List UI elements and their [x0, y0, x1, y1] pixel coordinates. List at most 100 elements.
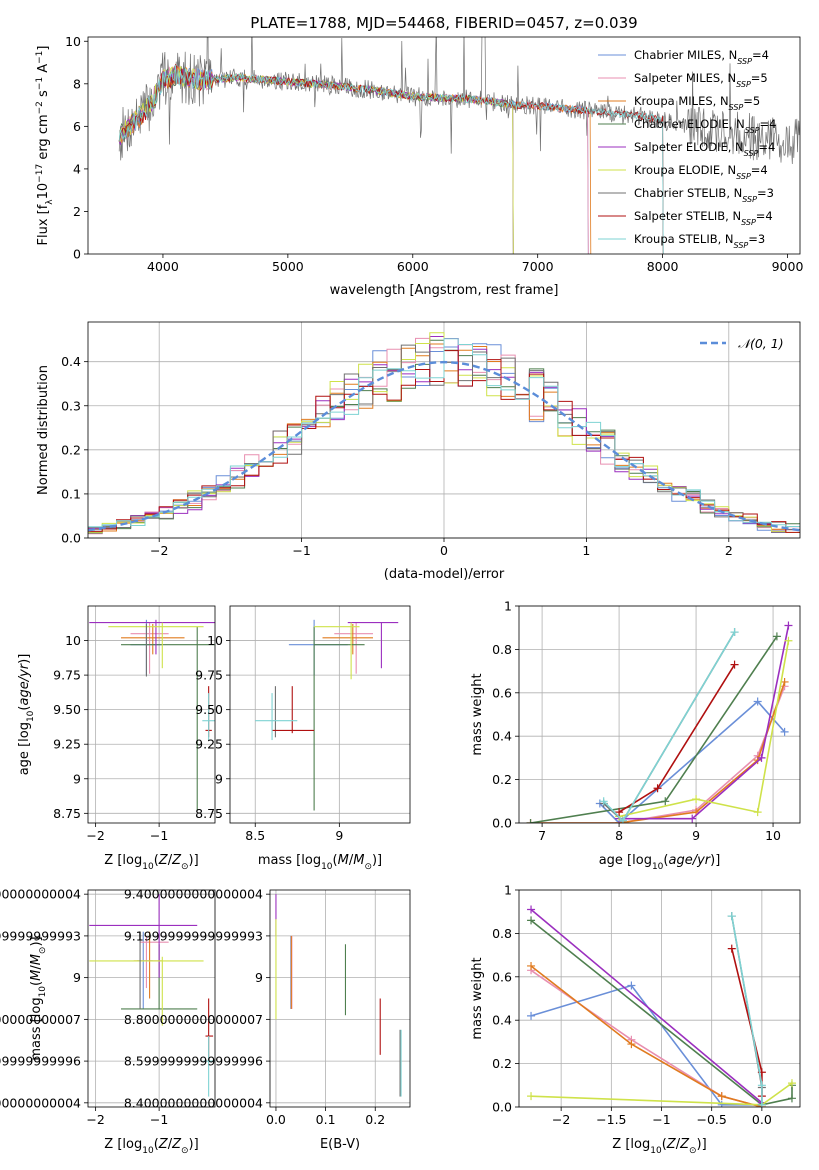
legend-label: Kroupa ELODIE, NSSP=4 — [634, 163, 768, 181]
series-marker — [772, 632, 781, 641]
label-part: / — [168, 853, 173, 868]
series-marker — [526, 819, 535, 823]
series-line — [530, 969, 763, 1107]
label-part: Flux [f — [36, 204, 51, 245]
y-tick-label: 2 — [73, 204, 81, 219]
series-marker — [688, 814, 697, 823]
axes-frame — [87, 321, 801, 539]
label-part: ( — [333, 853, 338, 868]
label-part: ⊙ — [364, 862, 372, 872]
plot-area — [275, 894, 402, 1097]
x-tick-label: 8 — [615, 828, 623, 843]
series-marker — [727, 944, 736, 953]
y-tick-label: 9 — [255, 970, 263, 985]
x-tick-label: 2 — [725, 543, 733, 558]
y-tick-label: 9 — [215, 771, 223, 786]
legend-label: Chabrier ELODIE, NSSP=4 — [634, 117, 776, 135]
label-part: Z [ — [104, 1137, 122, 1152]
label-part: age/yr — [17, 662, 32, 705]
y-tick-label: 9.1999999999999993 — [124, 928, 263, 943]
y-tick-label: 0.0 — [61, 531, 81, 546]
x-tick-label: −0.5 — [697, 1112, 727, 1127]
legend-sub: SSP — [736, 172, 751, 181]
label-part: 10 — [38, 986, 48, 998]
label-part: / — [676, 1137, 681, 1152]
label-part: ( — [663, 853, 668, 868]
series-marker — [527, 905, 536, 914]
label-part: 10 — [652, 862, 664, 872]
label-part: )] — [29, 936, 44, 946]
plot-area — [255, 619, 399, 811]
legend-label: Chabrier MILES, NSSP=4 — [634, 48, 769, 66]
series-line — [530, 635, 778, 823]
label-part: age/yr — [668, 853, 711, 868]
axes-frame — [87, 36, 801, 255]
y-axis-label: mass weight — [470, 673, 485, 755]
label-part: log — [632, 853, 652, 868]
y-tick-label: 4 — [73, 161, 81, 176]
spectrum-data-line — [118, 37, 800, 165]
spectrum-legend: Chabrier MILES, NSSP=4 Salpeter MILES, NS… — [598, 48, 776, 250]
spectrum-model-line — [118, 64, 664, 254]
y-tick-label: 0.4 — [492, 729, 512, 744]
x-tick-label: −1 — [150, 828, 168, 843]
label-part: )] — [17, 654, 32, 664]
label-part: A — [36, 64, 51, 77]
series-marker — [727, 912, 736, 921]
legend-label: Chabrier STELIB, NSSP=3 — [634, 186, 774, 204]
label-part: Z [ — [104, 853, 122, 868]
legend-text: Chabrier STELIB, N — [634, 186, 742, 200]
x-tick-label: 6000 — [397, 259, 429, 274]
y-tick-label: 9.75 — [195, 668, 223, 683]
axes-frame — [87, 605, 216, 824]
series-marker — [527, 961, 536, 970]
y-tick-label: 10 — [65, 34, 81, 49]
label-part: ] — [36, 46, 51, 51]
y-tick-label: 9.25 — [53, 737, 81, 752]
plot-area — [527, 905, 796, 1107]
label-part: λ — [45, 199, 55, 205]
panel-mass-vs-EBV: 0.0 0.1 0.2 8.4000000000000004 8.59999999999… — [124, 887, 411, 1152]
y-tick-label: 0.0 — [492, 816, 512, 831]
label-part: 10 — [142, 862, 154, 872]
label-part: M — [338, 853, 349, 868]
label-part: log — [630, 1137, 650, 1152]
y-tick-label: 10 — [65, 633, 81, 648]
legend-sub: SSP — [744, 149, 759, 158]
axes-frame — [518, 605, 801, 824]
label-part: log — [29, 997, 44, 1017]
series-marker — [787, 1079, 796, 1088]
label-part: Z — [171, 853, 182, 868]
label-part: ⊙ — [689, 1146, 697, 1156]
legend-text: Kroupa ELODIE, N — [634, 163, 736, 177]
label-part: Z — [679, 1137, 690, 1152]
y-tick-label: 6 — [73, 119, 81, 134]
label-part: ( — [662, 1137, 667, 1152]
series-marker — [599, 797, 608, 806]
panel-mass-vs-Z: −2 −1 8.4000000000000004 8.5999999999999996… — [0, 887, 216, 1156]
label-part: ⊙ — [38, 947, 48, 955]
series-marker — [757, 1100, 766, 1107]
y-tick-label: 8.4000000000000004 — [0, 1095, 81, 1110]
legend-label: Salpeter MILES, NSSP=5 — [634, 71, 768, 89]
y-tick-label: 8.75 — [53, 806, 81, 821]
label-part: mass [ — [258, 853, 301, 868]
x-tick-label: 0.0 — [266, 1112, 286, 1127]
x-tick-label: 7000 — [522, 259, 554, 274]
series-line — [731, 948, 763, 1097]
y-tick-label: 9.50 — [195, 702, 223, 717]
label-part: erg cm — [36, 114, 51, 163]
series-marker — [661, 797, 670, 806]
x-tick-label: 0 — [440, 543, 448, 558]
legend-sub: SSP — [736, 80, 751, 89]
series-marker — [717, 1092, 726, 1101]
label-part: −1 — [35, 77, 45, 90]
label-part: Z — [171, 1137, 182, 1152]
series-marker — [627, 981, 636, 990]
label-part: age [ — [599, 853, 632, 868]
series-marker — [615, 808, 624, 817]
x-tick-label: −1.5 — [596, 1112, 626, 1127]
label-part: 10 — [650, 1146, 662, 1156]
